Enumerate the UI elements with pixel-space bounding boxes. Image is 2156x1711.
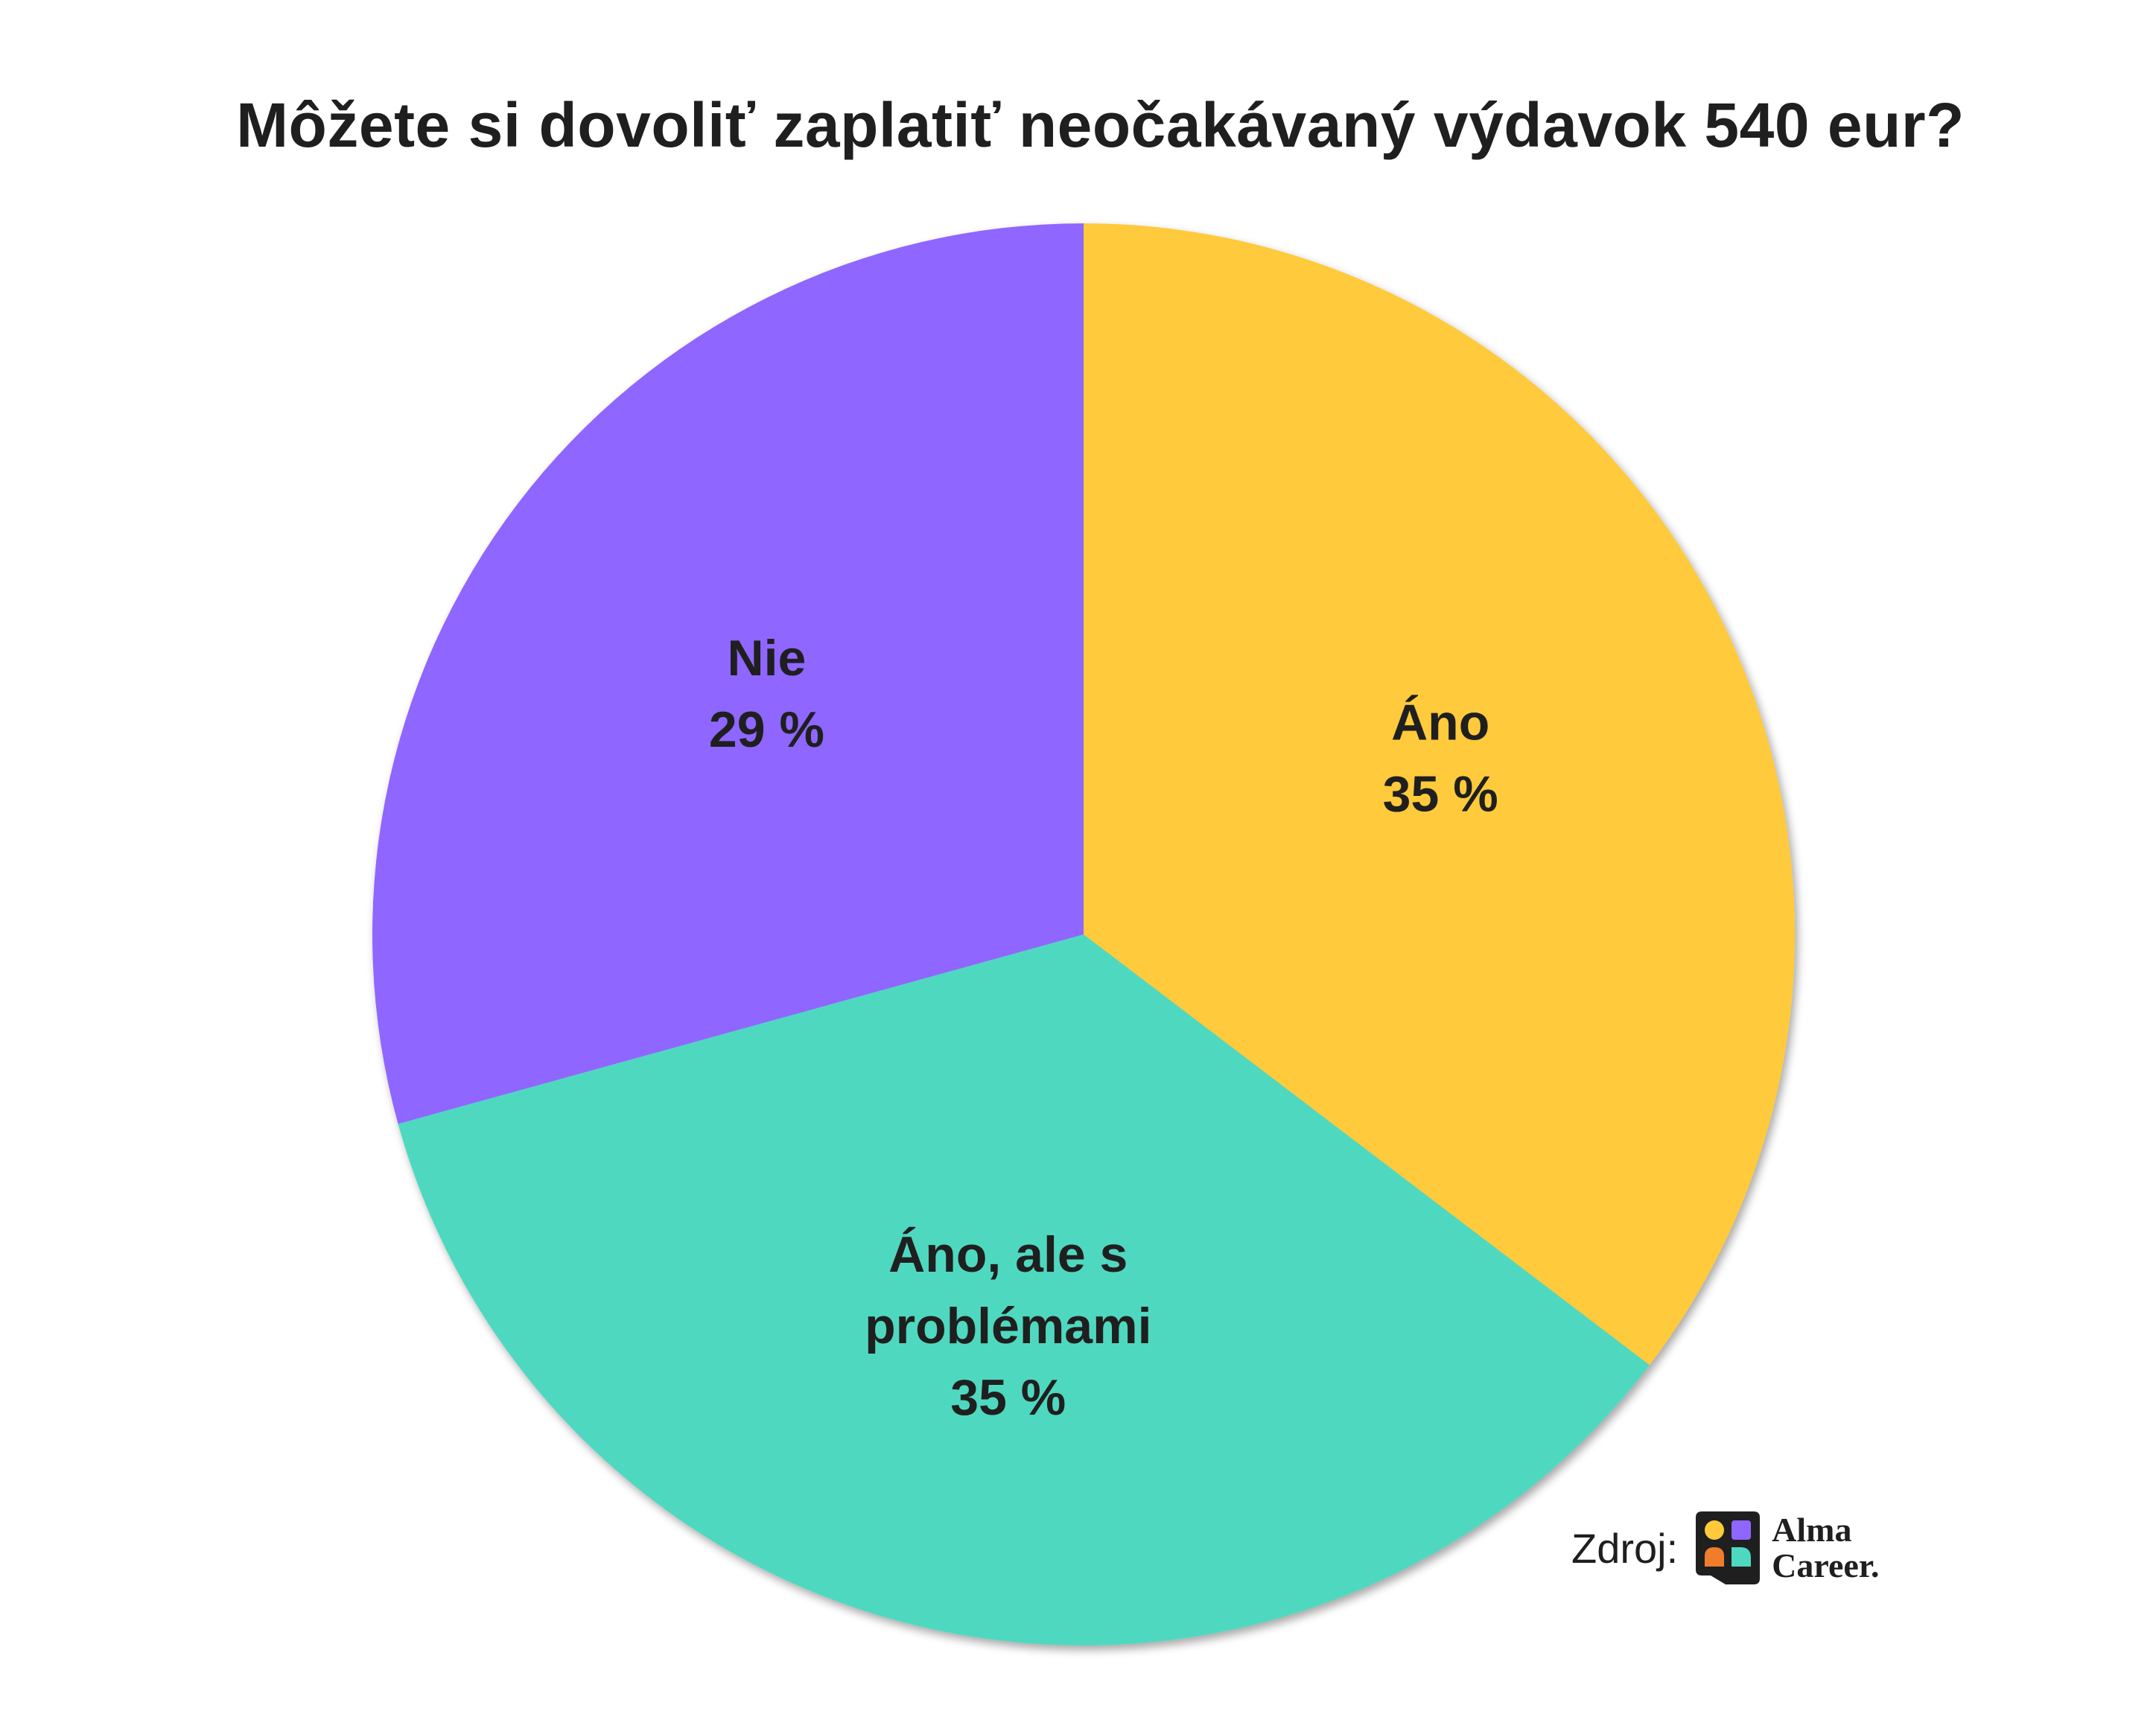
slice-label-3: Nie 29 %: [709, 630, 824, 758]
slice-label-2: Áno, ale s problémami 35 %: [865, 1226, 1151, 1426]
alma-career-logo-icon: [1696, 1511, 1761, 1584]
slice-label-1: Áno 35 %: [1383, 695, 1498, 823]
slice-category: Áno: [1391, 695, 1489, 751]
slice-value: 35 %: [950, 1369, 1066, 1426]
pie-slice-2: [398, 934, 1650, 1646]
source-credit: Zdroj: Alma Career.: [1571, 1511, 1880, 1584]
slice-category: Nie: [728, 630, 807, 686]
chart-title: Môžete si dovoliť zaplatiť neočakávaný v…: [236, 90, 1965, 160]
pie-slice-1: [1084, 223, 1796, 1366]
pie-slice-3: [372, 223, 1084, 1124]
slice-value: 29 %: [709, 701, 824, 758]
logo-text-line1: Alma: [1772, 1511, 1852, 1549]
slice-category: problémami: [865, 1298, 1151, 1354]
alma-career-logo: Alma Career.: [1696, 1511, 1880, 1584]
logo-text-line2: Career.: [1772, 1546, 1880, 1584]
source-label: Zdroj:: [1571, 1524, 1679, 1572]
slice-value: 35 %: [1383, 766, 1498, 823]
slice-category: Áno, ale s: [888, 1226, 1128, 1283]
